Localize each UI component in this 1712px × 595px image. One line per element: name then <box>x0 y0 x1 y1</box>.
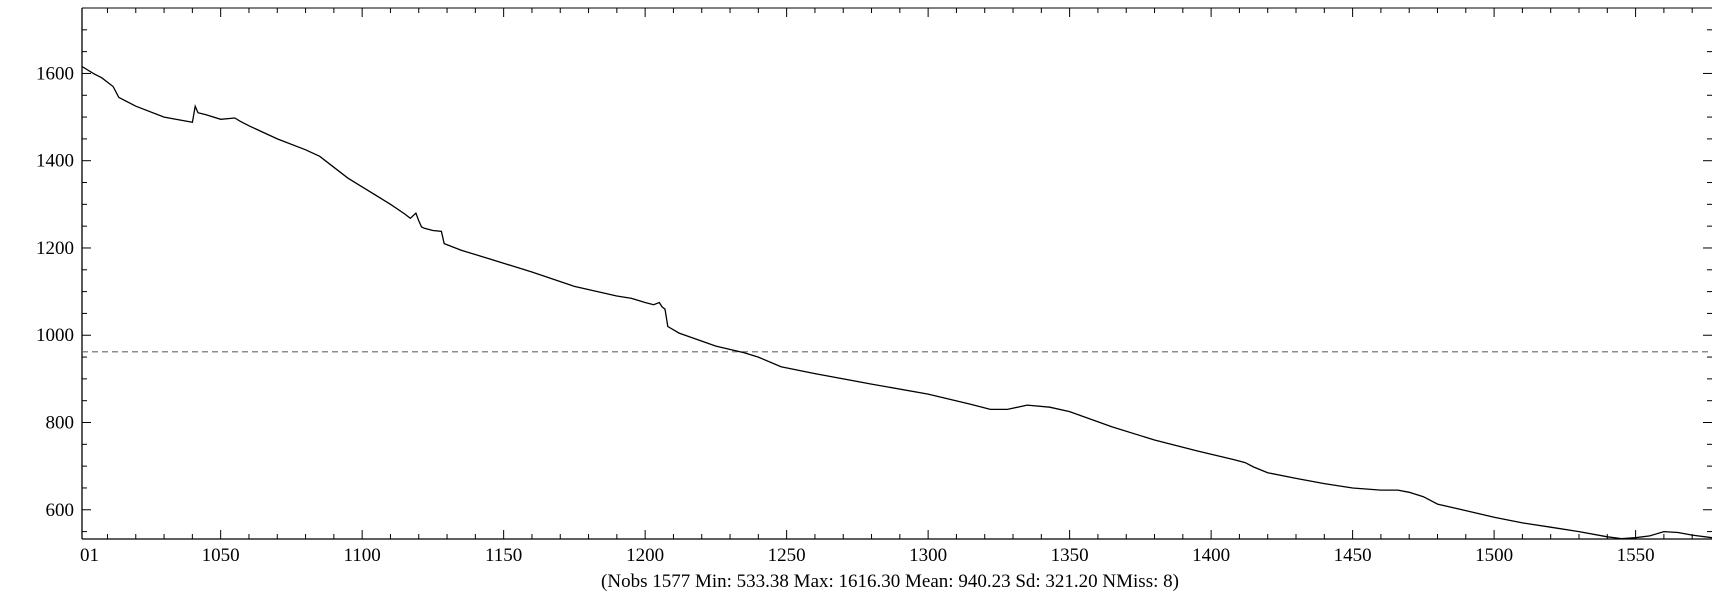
series-line <box>81 65 1712 540</box>
x-tick-label: 1550 <box>1617 545 1655 566</box>
y-tick-label: 600 <box>46 500 75 521</box>
x-tick-label: 1100 <box>344 545 381 566</box>
y-tick-label: 1600 <box>36 63 74 84</box>
x-tick-label: 1350 <box>1051 545 1089 566</box>
y-tick-label: 1200 <box>36 238 74 259</box>
x-tick-label: 1200 <box>626 545 664 566</box>
plot-area <box>82 8 1712 539</box>
x-tick-label: 1400 <box>1192 545 1230 566</box>
x-tick-label: 1150 <box>485 545 522 566</box>
y-tick-label: 1000 <box>36 325 74 346</box>
stats-caption: (Nobs 1577 Min: 533.38 Max: 1616.30 Mean… <box>601 571 1179 592</box>
x-tick-label: 1250 <box>768 545 806 566</box>
x-tick-label: 01 <box>80 545 99 566</box>
x-tick-label: 1050 <box>202 545 240 566</box>
x-tick-label: 1450 <box>1334 545 1372 566</box>
y-tick-label: 800 <box>46 413 75 434</box>
x-tick-label: 1500 <box>1475 545 1513 566</box>
x-tick-label: 1300 <box>909 545 947 566</box>
y-tick-label: 1400 <box>36 151 74 172</box>
